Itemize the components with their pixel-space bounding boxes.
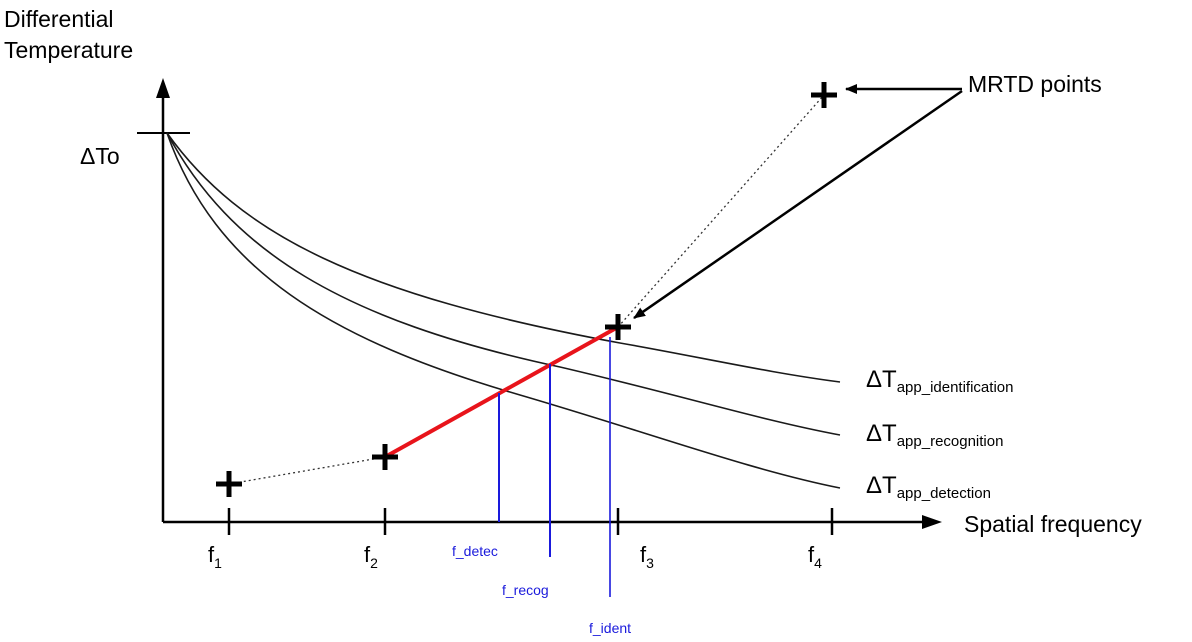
curve-label-recognition: ΔTapp_recognition — [866, 420, 1003, 450]
mrtd-red-segment — [384, 325, 619, 459]
x-tick-label-f4: f4 — [808, 542, 822, 571]
x-axis-title: Spatial frequency — [964, 511, 1142, 537]
x-tick-label-f1: f1 — [208, 542, 222, 571]
f-ident-label: f_ident — [589, 620, 631, 636]
mrtd-dotted-segment-2 — [617, 94, 825, 328]
mrtd-points-label: MRTD points — [968, 71, 1102, 97]
curve-label-identification: ΔTapp_identification — [866, 366, 1013, 396]
mrtd-callout-arrow-bottom — [633, 89, 963, 320]
mrtd-point-2 — [372, 444, 398, 470]
x-axis-arrow-icon — [922, 515, 942, 529]
mrtd-point-4 — [811, 82, 837, 108]
mrtd-point-1 — [216, 471, 242, 497]
delta-t0-label: ΔTo — [80, 143, 120, 169]
y-axis-title-line1: Differential — [4, 6, 114, 32]
y-axis-arrow-icon — [156, 78, 170, 98]
mrtd-point-3 — [605, 314, 631, 340]
curve-label-detection: ΔTapp_detection — [866, 472, 991, 502]
curve-identification — [166, 132, 841, 383]
mrtd-dotted-segment-1 — [228, 456, 386, 485]
curve-recognition — [166, 132, 841, 436]
f-detec-label: f_detec — [452, 543, 498, 559]
x-tick-label-f3: f3 — [640, 542, 654, 571]
f-recog-label: f_recog — [502, 582, 549, 598]
y-axis-title-line2: Temperature — [4, 37, 133, 63]
curve-detection — [166, 132, 841, 489]
x-tick-label-f2: f2 — [364, 542, 378, 571]
